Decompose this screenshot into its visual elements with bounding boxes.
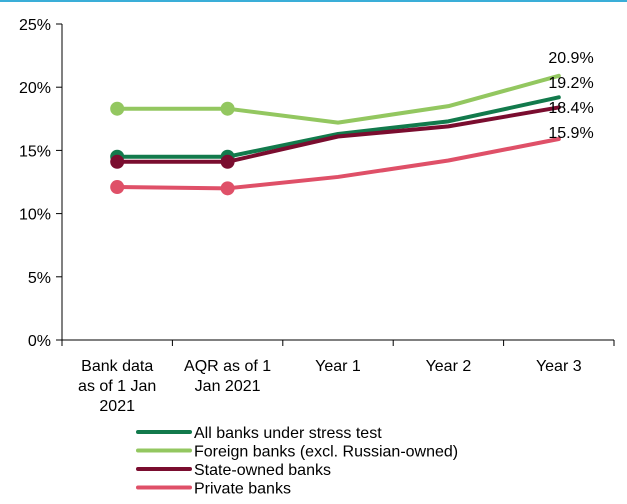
series-point-3 bbox=[220, 181, 235, 196]
series-point-1 bbox=[220, 101, 235, 116]
series-layer bbox=[110, 73, 561, 196]
end-value-label: 19.2% bbox=[548, 75, 593, 92]
series-point-3 bbox=[110, 180, 125, 195]
end-value-label: 20.9% bbox=[548, 50, 593, 67]
y-tick-label: 10% bbox=[19, 207, 51, 224]
series-point-2 bbox=[110, 154, 125, 169]
axes: 0% 5% 10% 15% 20% 25% Bank data as of 1 Jan 2021… bbox=[19, 17, 615, 415]
end-labels: 20.9% 19.2% 18.4% 15.9% bbox=[548, 50, 593, 142]
y-tick-label: 5% bbox=[28, 270, 51, 287]
legend: All banks under stress test Foreign banks… bbox=[136, 425, 458, 498]
x-tick-label: Bank data as of 1 Jan 2021 bbox=[78, 358, 156, 415]
legend-label: Private banks bbox=[194, 481, 291, 498]
y-tick-label: 15% bbox=[19, 143, 51, 160]
legend-label: All banks under stress test bbox=[194, 425, 382, 442]
end-value-label: 18.4% bbox=[548, 100, 593, 117]
legend-label: Foreign banks (excl. Russian-owned) bbox=[194, 444, 458, 461]
y-tick-label: 0% bbox=[28, 333, 51, 350]
series-point-2 bbox=[220, 154, 235, 169]
y-tick-label: 25% bbox=[19, 17, 51, 34]
x-tick-label: Year 1 bbox=[315, 358, 361, 375]
series-line-2 bbox=[115, 105, 561, 164]
x-tick-label: AQR as of 1 Jan 2021 bbox=[184, 358, 271, 395]
x-tick-label: Year 3 bbox=[536, 358, 582, 375]
legend-label: State-owned banks bbox=[194, 462, 331, 479]
series-point-1 bbox=[110, 101, 125, 116]
x-tick-label: Year 2 bbox=[426, 358, 472, 375]
end-value-label: 15.9% bbox=[548, 125, 593, 142]
y-tick-label: 20% bbox=[19, 80, 51, 97]
series-line-0 bbox=[115, 95, 561, 159]
series-line-1 bbox=[115, 73, 561, 125]
series-line-3 bbox=[115, 137, 561, 191]
